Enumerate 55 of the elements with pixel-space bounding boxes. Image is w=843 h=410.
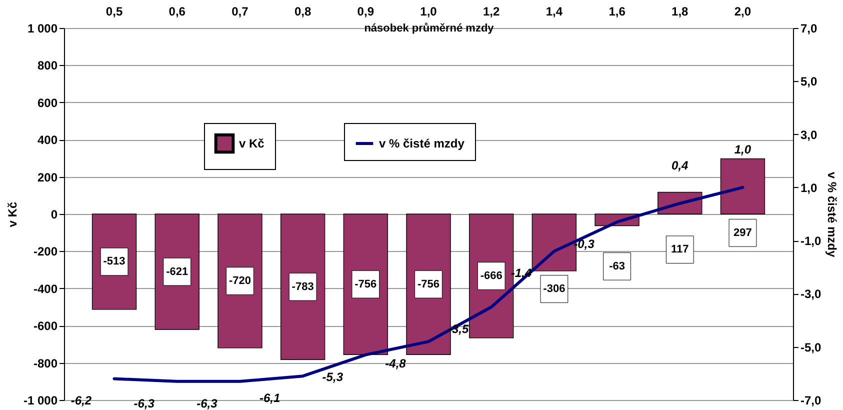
data-label: -6,1 [259,391,280,406]
data-label: -720 [228,274,251,287]
legend-label: v Kč [239,136,265,150]
y2-axis-title: v % čisté mzdy [825,172,840,258]
y-tick-label: 800 [37,58,58,73]
y-tick-label: -800 [33,356,58,370]
x-tick-label: 1,2 [483,4,500,18]
data-label: 1,0 [734,142,752,156]
data-label: -6,3 [134,396,155,410]
data-label: -5,3 [322,370,344,384]
x-tick-label: 0,9 [357,4,374,18]
y2-tick-label: -1,0 [800,234,822,248]
y-tick-label: -1 000 [23,394,58,408]
bar [720,158,766,214]
x-tick-label: 0,6 [168,4,186,18]
y-tick-label: 200 [37,170,58,184]
y2-tick-label: 3,0 [800,128,818,142]
y2-tick-label: 1,0 [800,180,818,195]
y-axis-title: v Kč [5,202,20,228]
x-tick-label: 2,0 [734,4,752,18]
y-tick-label: -600 [33,319,58,334]
data-label: 297 [734,226,752,239]
y2-tick-label: -5,0 [800,340,822,354]
x-tick-label: 1,0 [420,4,438,18]
y2-tick-label: -7,0 [800,394,822,408]
y2-tick-label: -3,0 [800,287,822,302]
data-label: -6,3 [196,396,218,410]
data-label: -306 [543,282,566,295]
x-tick-label: 0,5 [106,4,123,18]
y-tick-label: 1 000 [27,22,58,36]
x-tick-label: 0,8 [294,4,312,18]
y-tick-label: 600 [37,96,58,110]
data-label: -756 [417,278,440,290]
y-tick-label: 400 [37,133,58,148]
x-axis-title: násobek průměrné mzdy [364,22,495,34]
data-label: 117 [671,244,689,256]
data-label: 0,4 [672,158,689,172]
y-tick-label: 0 [50,208,58,222]
y2-tick-label: 5,0 [800,74,818,89]
x-tick-label: 1,8 [672,4,689,18]
x-tick-label: 0,7 [232,4,249,18]
data-label: -756 [354,278,377,290]
y-tick-label: -200 [33,244,58,259]
x-tick-label: 1,4 [546,4,563,18]
data-label: -621 [166,266,188,278]
x-tick-label: 1,6 [608,4,626,18]
data-label: -783 [292,280,314,293]
y2-tick-label: 7,0 [800,22,818,36]
y-tick-label: -400 [33,282,58,296]
data-label: -513 [103,256,126,268]
data-label: -6,2 [70,394,92,408]
legend-label: v % čisté mzdy [379,136,465,150]
data-label: -666 [480,270,502,282]
data-label: -63 [609,260,625,272]
data-label: -4,8 [385,356,406,371]
